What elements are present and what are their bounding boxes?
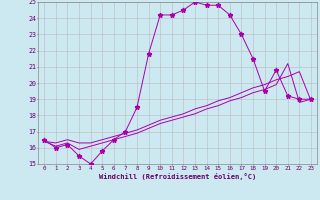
- X-axis label: Windchill (Refroidissement éolien,°C): Windchill (Refroidissement éolien,°C): [99, 173, 256, 180]
